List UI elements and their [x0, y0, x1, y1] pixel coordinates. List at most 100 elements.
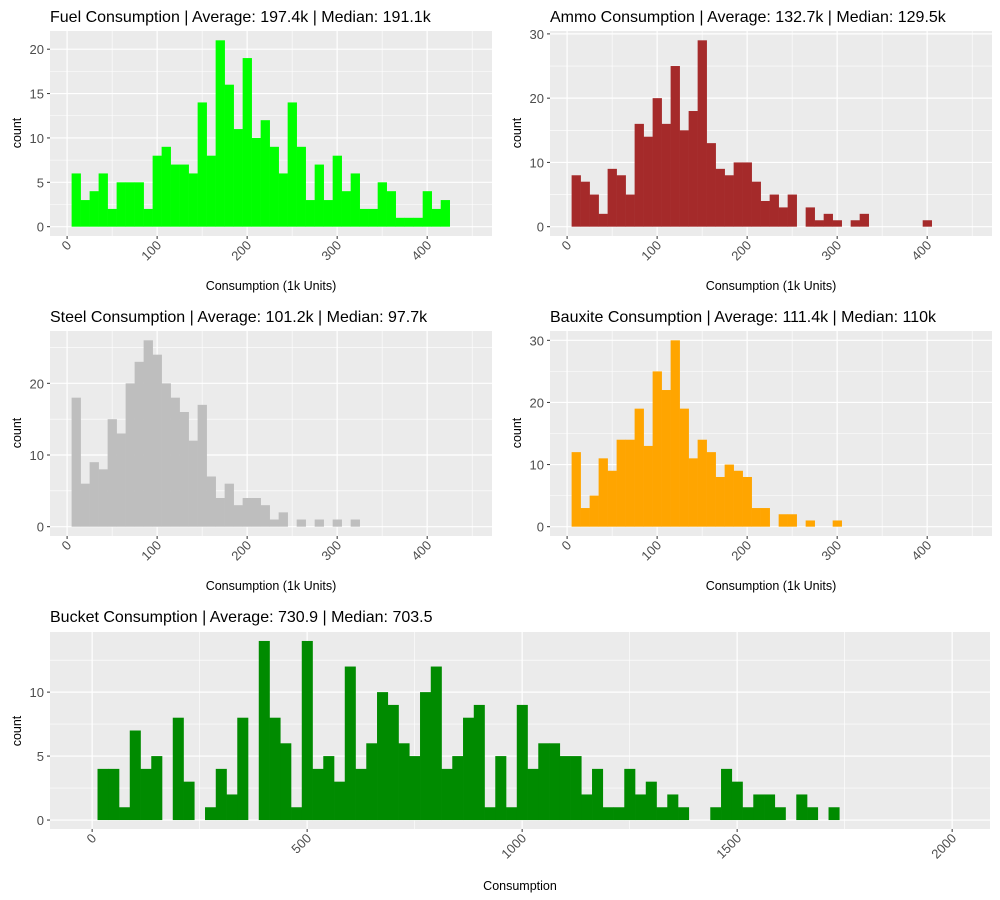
bucket-bar — [678, 807, 690, 821]
bucket-bar — [398, 743, 410, 821]
bucket-bar — [183, 781, 195, 821]
steel-y-tick-label: 0 — [37, 520, 44, 535]
bauxite-bar — [832, 520, 842, 527]
bauxite-y-tick-label: 30 — [530, 333, 544, 348]
bucket-bar — [527, 768, 539, 821]
bauxite-chart-title: Bauxite Consumption | Average: 111.4k | … — [550, 309, 937, 326]
steel-bar — [179, 411, 189, 527]
fuel-bar — [152, 155, 162, 227]
fuel-bar — [71, 173, 81, 227]
bucket-bar — [807, 807, 819, 821]
steel-chart: Steel Consumption | Average: 101.2k | Me… — [10, 309, 492, 593]
bucket-bar — [452, 756, 464, 821]
bauxite-bar — [787, 514, 797, 527]
bucket-bar — [463, 717, 475, 821]
bucket-bar — [269, 717, 281, 821]
ammo-y-tick-label: 30 — [530, 27, 544, 42]
bauxite-bar — [589, 495, 599, 527]
fuel-bar — [377, 182, 387, 227]
ammo-bar — [607, 168, 617, 227]
bauxite-y-tick-label: 20 — [530, 395, 544, 410]
bucket-bar — [151, 756, 163, 821]
bucket-bar — [721, 768, 733, 821]
bucket-chart-title: Bucket Consumption | Average: 730.9 | Me… — [50, 609, 433, 626]
bucket-bar — [645, 781, 657, 821]
bucket-y-axis-title: count — [10, 715, 24, 746]
fuel-bar — [323, 200, 333, 227]
ammo-x-axis-title: Consumption (1k Units) — [706, 279, 837, 293]
bucket-bar — [656, 807, 668, 821]
bauxite-bar — [724, 464, 734, 527]
bucket-y-tick-label: 10 — [30, 685, 44, 700]
steel-bar — [170, 397, 180, 527]
steel-bar — [80, 483, 90, 527]
bauxite-bar — [697, 439, 707, 527]
ammo-bar — [814, 220, 824, 227]
steel-bar — [71, 397, 81, 527]
fuel-bar — [296, 146, 306, 227]
steel-bar — [296, 519, 306, 527]
ammo-bar — [922, 220, 932, 227]
bucket-bar — [828, 807, 840, 821]
bauxite-bar — [733, 470, 743, 527]
bucket-bar — [581, 794, 593, 821]
bucket-bar — [731, 781, 743, 821]
bucket-bar — [602, 807, 614, 821]
bauxite-bar — [679, 408, 689, 527]
bucket-bar — [774, 807, 786, 821]
fuel-bar — [395, 217, 405, 227]
ammo-bar — [715, 168, 725, 227]
steel-chart-title: Steel Consumption | Average: 101.2k | Me… — [50, 309, 428, 326]
bauxite-bar — [607, 470, 617, 527]
ammo-bar — [769, 194, 779, 227]
ammo-bar — [589, 194, 599, 227]
bauxite-bar — [706, 452, 716, 527]
ammo-bar — [742, 162, 752, 227]
fuel-chart: Fuel Consumption | Average: 197.4k | Med… — [10, 9, 492, 293]
steel-bar — [215, 498, 225, 527]
steel-bar — [125, 383, 135, 527]
ammo-bar — [580, 181, 590, 227]
bauxite-bar — [634, 408, 644, 527]
ammo-bar — [661, 123, 671, 227]
bucket-bar — [258, 640, 270, 821]
fuel-bar — [368, 208, 378, 227]
fuel-y-tick-label: 15 — [30, 87, 44, 102]
steel-bar — [332, 519, 342, 527]
bucket-bar — [140, 768, 152, 821]
bauxite-bar — [661, 390, 671, 527]
fuel-bar — [386, 191, 396, 227]
fuel-y-tick-label: 5 — [37, 175, 44, 190]
ammo-bar — [571, 175, 581, 227]
fuel-bar — [188, 173, 198, 227]
steel-bar — [242, 498, 252, 527]
bucket-bar — [506, 807, 518, 821]
bucket-bar — [796, 794, 808, 821]
fuel-bar — [107, 208, 117, 227]
fuel-bar — [197, 102, 207, 227]
steel-bar — [350, 519, 360, 527]
bucket-bar — [473, 704, 485, 821]
bauxite-bar — [580, 508, 590, 527]
ammo-bar — [697, 40, 707, 227]
ammo-y-axis-title: count — [510, 117, 524, 148]
steel-bar — [98, 469, 108, 527]
ammo-bar — [778, 207, 788, 227]
bucket-bar — [430, 666, 442, 821]
bucket-x-axis-title: Consumption — [483, 879, 557, 893]
bucket-bar — [624, 768, 636, 821]
fuel-bar — [125, 182, 135, 227]
steel-bar — [251, 498, 261, 527]
bucket-bar — [710, 807, 722, 821]
fuel-bar — [89, 191, 99, 227]
fuel-bar — [413, 217, 423, 227]
bucket-bar — [516, 704, 528, 821]
fuel-bar — [179, 164, 189, 227]
ammo-bar — [670, 66, 680, 227]
fuel-bar — [98, 173, 108, 227]
bucket-bar — [753, 794, 765, 821]
bucket-bar — [495, 756, 507, 821]
ammo-bar — [616, 175, 626, 227]
bucket-bar — [559, 756, 571, 821]
